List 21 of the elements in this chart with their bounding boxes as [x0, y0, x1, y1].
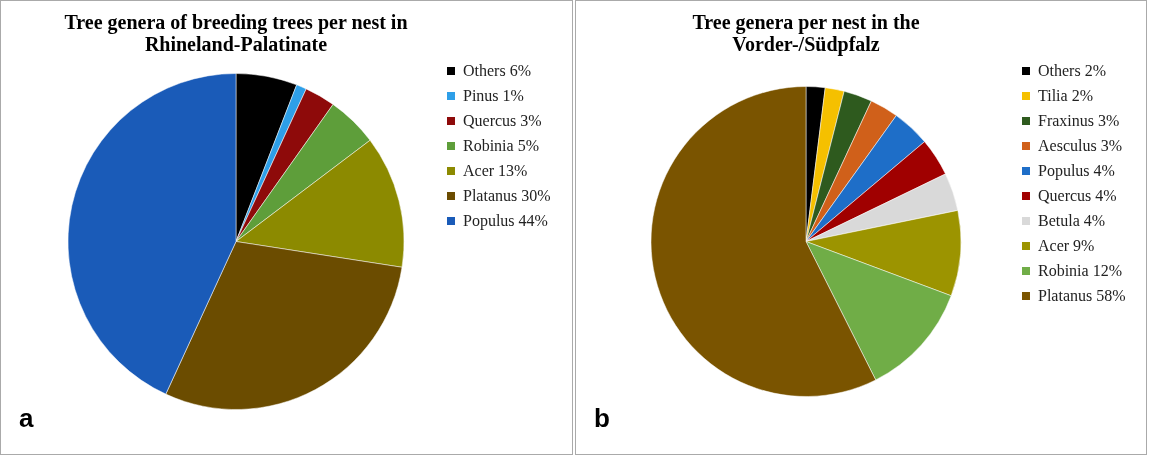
legend-label: Acer 9%	[1037, 237, 1094, 254]
text: a	[19, 403, 34, 433]
legend-label: Populus 44%	[463, 212, 548, 230]
legend-label: Acer 13%	[463, 162, 528, 179]
chart-title: Tree genera of breeding trees per nest in Rhineland-Palatinate	[64, 11, 408, 55]
legend-label: Aesculus 3%	[1037, 137, 1122, 154]
legend-label: Quercus 3%	[463, 112, 542, 129]
legend-label: Tilia 2%	[1037, 87, 1093, 104]
legend-label: Betula 4%	[1037, 212, 1105, 229]
legend-label: Others 6%	[463, 62, 531, 79]
text: b	[593, 403, 610, 433]
legend-label: Robinia 5%	[463, 137, 539, 154]
legend-label: Pinus 1%	[463, 87, 524, 104]
legend-label: Robinia 12%	[1037, 262, 1122, 279]
legend-label: Quercus 4%	[1037, 187, 1117, 204]
chart-title: Tree genera per nest in the Vorder-/Südpfalz	[691, 11, 920, 56]
legend-label: Platanus 30%	[463, 187, 551, 204]
legend-label: Fraxinus 3%	[1037, 112, 1119, 129]
legend-label: Others 2%	[1037, 62, 1106, 79]
legend-label: Platanus 58%	[1037, 287, 1126, 304]
legend-label: Populus 4%	[1037, 162, 1115, 180]
